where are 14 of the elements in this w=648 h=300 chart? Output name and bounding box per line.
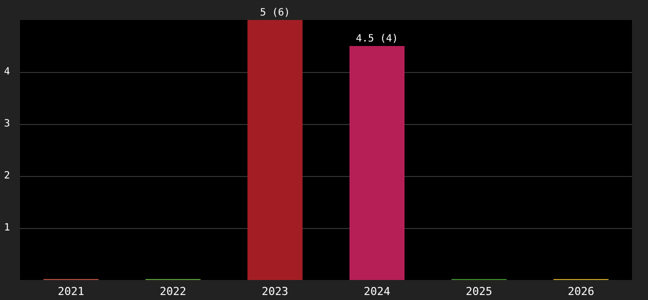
bar (247, 20, 303, 280)
y-tick-label: 1 (4, 222, 10, 234)
x-tick-label: 2021 (58, 285, 84, 298)
y-tick-label: 4 (4, 66, 10, 78)
bar (349, 46, 405, 280)
x-tick-label: 2022 (160, 285, 186, 298)
data-label: 5 (6) (260, 8, 290, 18)
x-tick-label: 2025 (466, 285, 492, 298)
data-label: 4.5 (4) (356, 34, 398, 44)
y-tick-label: 3 (4, 118, 10, 130)
y-tick-label: 2 (4, 170, 10, 182)
x-tick-label: 2023 (262, 285, 288, 298)
x-tick-label: 2026 (568, 285, 594, 298)
x-tick-label: 2024 (364, 285, 391, 298)
